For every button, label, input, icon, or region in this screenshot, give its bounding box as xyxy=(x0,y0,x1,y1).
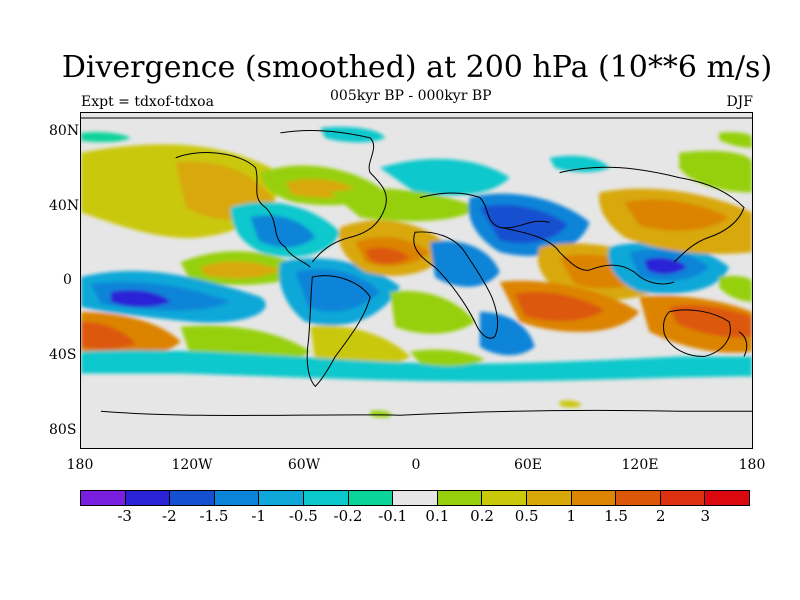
colorbar-tick-label: -0.5 xyxy=(288,507,318,525)
colorbar-tick-label: -2 xyxy=(162,507,177,525)
colorbar-swatch xyxy=(393,491,438,505)
colorbar-swatch xyxy=(170,491,215,505)
colorbar-swatch xyxy=(482,491,527,505)
colorbar-swatch xyxy=(571,491,617,505)
colorbar-tick-label: -0.1 xyxy=(378,507,408,525)
lon-label-60e: 60E xyxy=(513,457,543,473)
colorbar-swatch xyxy=(616,491,661,505)
colorbar-swatch xyxy=(526,491,572,505)
colorbar-tick-label: -3 xyxy=(117,507,132,525)
colorbar-swatch xyxy=(705,491,749,505)
colorbar-swatch xyxy=(259,491,304,505)
experiment-label: Expt = tdxof-tdxoa xyxy=(81,94,214,110)
colorbar-swatch xyxy=(81,491,126,505)
colorbar-swatch xyxy=(437,491,483,505)
lat-label-80s: 80S xyxy=(49,422,77,438)
colorbar-tick-label: -1.5 xyxy=(199,507,229,525)
lat-label-80n: 80N xyxy=(49,123,80,139)
colorbar-tick-label: 0.5 xyxy=(514,507,539,525)
lat-label-40n: 40N xyxy=(49,198,80,214)
lat-label-40s: 40S xyxy=(49,347,77,363)
colorbar-tick-label: 3 xyxy=(700,507,711,525)
colorbar-tick-label: 0.1 xyxy=(425,507,450,525)
map-svg xyxy=(81,117,752,418)
chart-subtitle: 005kyr BP - 000kyr BP xyxy=(330,88,492,104)
colorbar xyxy=(80,490,750,506)
divergence-field xyxy=(81,126,752,418)
lon-label-120w: 120W xyxy=(171,457,213,473)
divergence-map xyxy=(80,112,753,449)
colorbar-tick-label: 0.2 xyxy=(470,507,494,525)
lon-label-180e: 180 xyxy=(738,457,766,473)
colorbar-swatch xyxy=(348,491,394,505)
coastlines xyxy=(81,117,752,416)
colorbar-labels: -3 -2 -1.5 -1 -0.5 -0.2 -0.1 0.1 0.2 0.5 1 1.5 2 3 xyxy=(80,507,750,527)
colorbar-tick-label: 1.5 xyxy=(604,507,628,525)
colorbar-swatch xyxy=(125,491,171,505)
colorbar-swatch xyxy=(214,491,260,505)
colorbar-tick-label: -1 xyxy=(251,507,266,525)
colorbar-swatch xyxy=(303,491,349,505)
season-label: DJF xyxy=(726,94,753,110)
lat-label-0: 0 xyxy=(63,272,72,288)
lon-label-60w: 60W xyxy=(287,457,321,473)
colorbar-tick-label: 1 xyxy=(566,507,577,525)
lon-label-120e: 120E xyxy=(621,457,659,473)
lon-label-0: 0 xyxy=(411,457,421,473)
chart-title: Divergence (smoothed) at 200 hPa (10**6 … xyxy=(61,50,773,85)
colorbar-tick-label: -0.2 xyxy=(333,507,363,525)
colorbar-tick-label: 2 xyxy=(655,507,666,525)
lon-label-180w: 180 xyxy=(66,457,94,473)
colorbar-swatch xyxy=(660,491,706,505)
